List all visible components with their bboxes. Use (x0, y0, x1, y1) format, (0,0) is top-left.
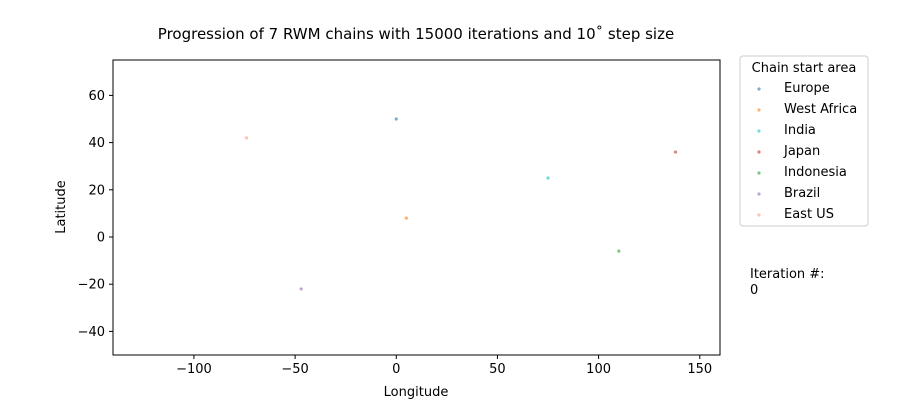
legend-marker (757, 87, 761, 91)
x-axis: −100 −50 0 50 100 150 (176, 355, 712, 377)
data-point (404, 216, 408, 220)
legend-label: Europe (784, 81, 830, 96)
legend-box (739, 55, 869, 227)
data-point (617, 249, 621, 253)
legend-marker (757, 171, 761, 175)
legend-items: Europe West Africa India Japan Indonesia Braz… (757, 81, 857, 222)
x-tick-label: 0 (392, 362, 400, 377)
x-tick-label: 100 (586, 362, 611, 377)
scatter-points (244, 117, 678, 291)
legend-marker (757, 108, 761, 112)
data-point (244, 136, 249, 140)
legend-label: Japan (783, 144, 820, 159)
y-axis: −40 −20 0 20 40 60 (78, 89, 113, 340)
legend-label: East US (784, 207, 834, 222)
legend: Chain start area Europe West Africa India J… (739, 55, 869, 227)
legend-marker (757, 129, 761, 133)
plot-area (112, 59, 721, 356)
legend-marker (757, 213, 761, 217)
x-tick-label: 50 (489, 362, 506, 377)
data-point (546, 176, 550, 180)
legend-title: Chain start area (752, 61, 857, 76)
y-tick-label: 40 (88, 136, 105, 151)
iteration-value: 0 (750, 283, 758, 298)
y-tick-label: 20 (88, 183, 105, 198)
y-axis-label: Latitude (54, 180, 69, 234)
y-tick-label: 0 (97, 231, 105, 246)
data-point (299, 287, 303, 291)
iteration-label: Iteration #: (750, 267, 825, 282)
legend-label: India (784, 123, 816, 138)
legend-label: Indonesia (784, 165, 847, 180)
legend-marker (757, 150, 761, 154)
x-axis-label: Longitude (384, 385, 449, 400)
data-point (673, 150, 678, 154)
legend-label: Brazil (784, 186, 820, 201)
legend-label: West Africa (784, 102, 857, 117)
x-tick-label: 150 (687, 362, 712, 377)
y-tick-label: −40 (78, 325, 105, 340)
y-tick-label: −20 (78, 278, 105, 293)
x-tick-label: −100 (176, 362, 212, 377)
chart-title: Progression of 7 RWM chains with 15000 i… (158, 25, 674, 43)
x-tick-label: −50 (281, 362, 308, 377)
y-tick-label: 60 (88, 89, 105, 104)
data-point (394, 117, 398, 121)
legend-marker (757, 192, 761, 196)
